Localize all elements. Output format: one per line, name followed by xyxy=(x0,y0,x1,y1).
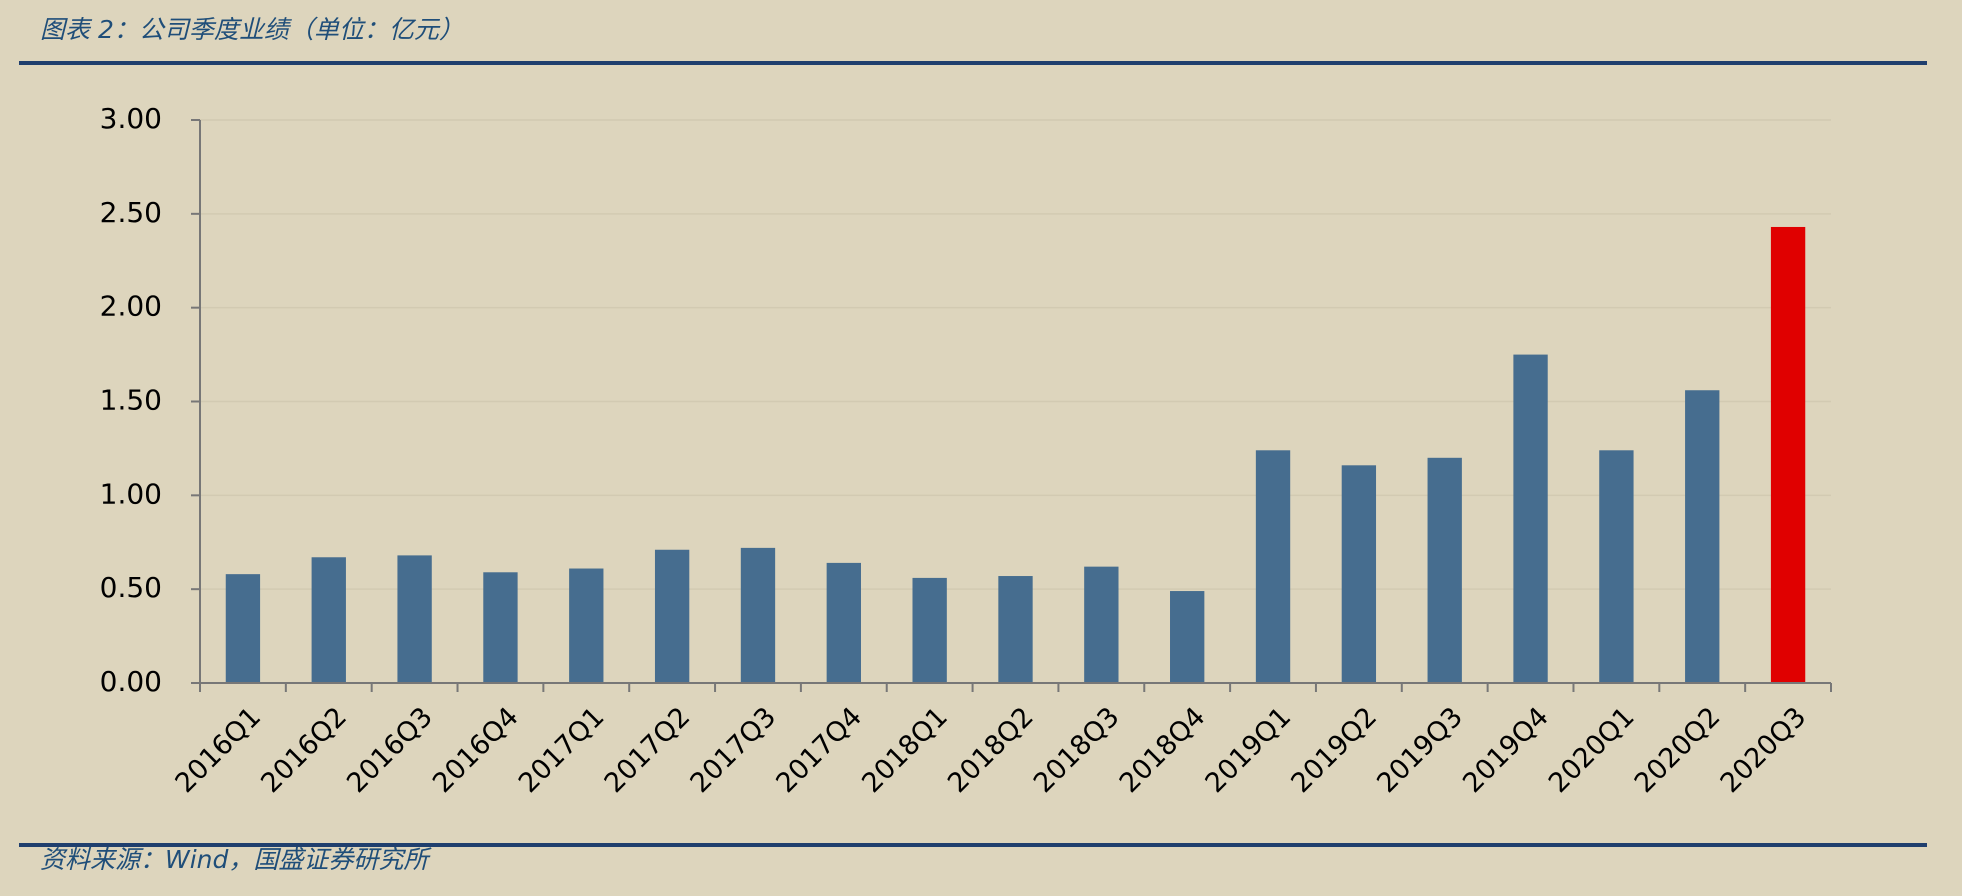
bar xyxy=(483,572,518,683)
bar xyxy=(225,574,261,683)
bar xyxy=(569,568,604,683)
bar xyxy=(998,576,1033,683)
bar xyxy=(1513,354,1548,683)
bar xyxy=(912,577,947,683)
y-tick-label: 2.00 xyxy=(100,290,162,323)
y-tick-label: 2.50 xyxy=(100,196,162,229)
y-tick-label: 3.00 xyxy=(100,102,162,135)
bar xyxy=(740,547,776,683)
bar xyxy=(1427,457,1462,683)
chart-title: 图表 2：公司季度业绩（单位：亿元） xyxy=(40,15,464,44)
y-tick-label: 0.50 xyxy=(100,571,162,604)
source-note: 资料来源：Wind，国盛证券研究所 xyxy=(40,845,432,874)
bar xyxy=(1255,450,1291,683)
bar xyxy=(1084,566,1119,683)
bar xyxy=(1170,591,1205,683)
bar xyxy=(1341,465,1377,683)
bar xyxy=(654,549,690,683)
y-tick-label: 1.50 xyxy=(100,384,162,417)
bar xyxy=(1770,226,1806,683)
y-tick-label: 1.00 xyxy=(100,477,162,510)
bar xyxy=(397,555,432,683)
bar xyxy=(826,562,861,683)
bar xyxy=(1685,390,1720,683)
y-tick-label: 0.00 xyxy=(100,665,162,698)
bar xyxy=(311,557,346,683)
bar xyxy=(1599,450,1634,683)
